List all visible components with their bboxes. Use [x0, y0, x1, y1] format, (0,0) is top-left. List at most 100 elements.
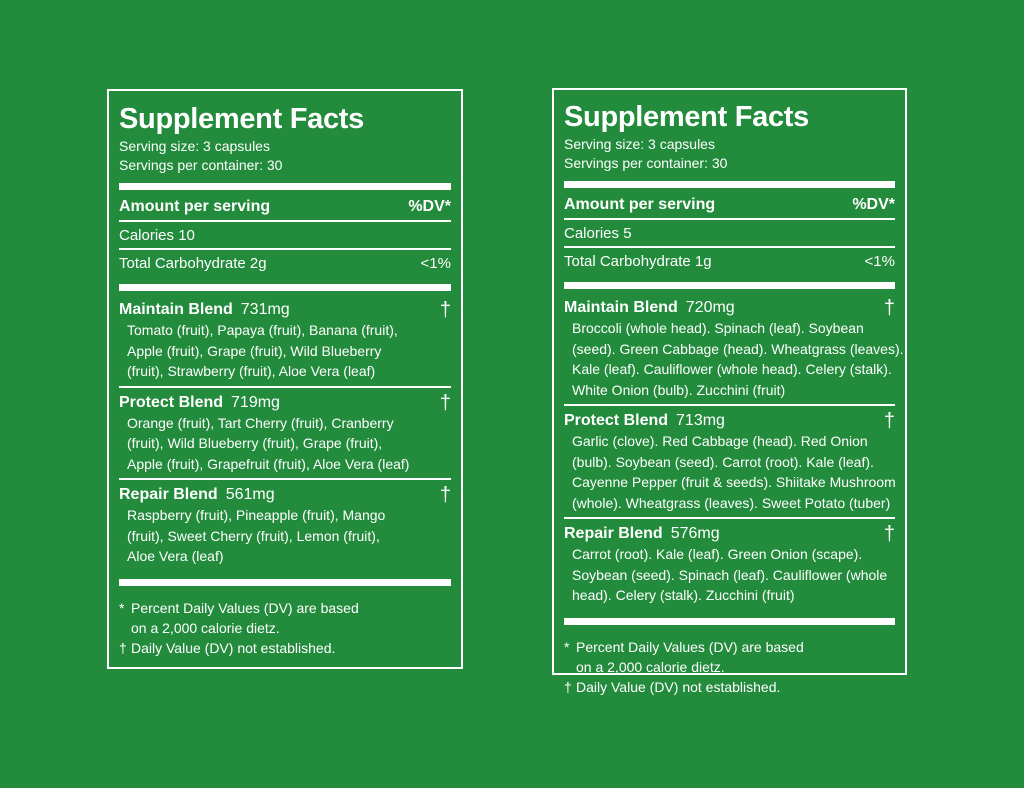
blend-name: Protect Blend	[564, 412, 669, 429]
supplement-facts-panel: Supplement Facts Serving size: 3 capsules…	[107, 89, 463, 669]
ingredients-line: (bulb). Soybean (seed). Carrot (root). K…	[572, 453, 874, 470]
blend-title: Protect Blend 719mg	[119, 393, 280, 413]
dagger: †	[883, 297, 895, 319]
footnote-mark: †	[564, 678, 572, 695]
servings-per-container: Servings per container: 30	[564, 155, 728, 171]
rule	[119, 478, 451, 480]
blend: Repair Blend 576mg † Carrot (root). Kale (l…	[564, 519, 895, 610]
footnote-line: † Daily Value (DV) not established.	[119, 638, 451, 658]
title: Supplement Facts	[119, 103, 364, 135]
ingredients-line: Raspberry (fruit), Pineapple (fruit), Ma…	[127, 507, 386, 523]
amount-row: Amount per serving %DV*	[119, 194, 451, 220]
carbohydrate-label: Total Carbohydrate	[119, 254, 246, 272]
rule	[119, 220, 451, 222]
carbohydrate-value: 1g	[694, 252, 712, 270]
amount-row: Amount per serving %DV*	[564, 192, 895, 218]
blend-header: Protect Blend 713mg †	[564, 411, 895, 431]
footnote-line: * Percent Daily Values (DV) are based	[119, 598, 451, 618]
rule	[564, 218, 895, 220]
footnote-mark: *	[119, 599, 125, 616]
carbohydrate-row: Total Carbohydrate 1g <1%	[564, 248, 895, 274]
carbohydrate-value: 2g	[249, 254, 267, 272]
footnote-text: Percent Daily Values (DV) are based	[576, 638, 804, 655]
calories-row: Calories 10	[119, 222, 451, 248]
ingredients-line: head). Celery (stalk). Zucchini (fruit)	[572, 587, 795, 603]
blend-name: Repair Blend	[564, 525, 663, 542]
rule	[564, 517, 895, 519]
ingredients-line: (fruit), Sweet Cherry (fruit), Lemon (fr…	[127, 527, 380, 544]
footnotes: * Percent Daily Values (DV) are based on a…	[564, 629, 895, 697]
rule	[564, 246, 895, 248]
dagger: †	[883, 410, 895, 432]
thick-rule	[564, 181, 895, 188]
amount-label: Amount per serving	[119, 198, 271, 215]
thick-rule	[564, 282, 895, 289]
serving-size: Serving size: 3 capsules	[564, 136, 715, 152]
carbohydrate-dv: <1%	[864, 252, 895, 270]
ingredients-line: Broccoli (whole head). Spinach (leaf). S…	[572, 320, 864, 336]
footnote-line: † Daily Value (DV) not established.	[564, 677, 895, 697]
dagger: †	[439, 391, 451, 414]
carbohydrate-row: Total Carbohydrate 2g <1%	[119, 250, 451, 276]
blend: Protect Blend 713mg † Garlic (clove). Red C…	[564, 406, 896, 517]
rule	[564, 404, 895, 406]
ingredients-line: (seed). Green Cabbage (head). Wheatgrass…	[572, 340, 904, 357]
blend-name: Maintain Blend	[119, 301, 233, 318]
thick-rule	[564, 617, 895, 625]
ingredients-line: Apple (fruit), Grapefruit (fruit), Aloe …	[127, 455, 410, 472]
calories-value: 10	[178, 226, 195, 244]
footnote-text: Daily Value (DV) not established.	[131, 639, 336, 656]
carbohydrate-dv: <1%	[420, 254, 451, 272]
blend-name: Protect Blend	[119, 393, 224, 411]
footnote-line: on a 2,000 calorie dietz.	[564, 657, 895, 677]
footnote-mark: †	[119, 639, 127, 656]
dv-label: %DV*	[852, 196, 895, 213]
calories: Calories 10	[119, 227, 195, 244]
footnote-text: on a 2,000 calorie dietz.	[576, 658, 725, 675]
footnote-line: * Percent Daily Values (DV) are based	[564, 637, 895, 657]
blend-header: Maintain Blend 731mg †	[119, 300, 451, 320]
rule	[119, 248, 451, 250]
dagger: †	[439, 484, 451, 506]
blend-name: Repair Blend	[119, 486, 218, 503]
blend-amount: 719mg	[231, 393, 280, 411]
ingredients-line: (fruit), Wild Blueberry (fruit), Grape (…	[127, 435, 383, 451]
rule	[119, 385, 451, 388]
blend-amount: 561mg	[225, 486, 275, 503]
ingredients-line: Tomato (fruit), Papaya (fruit), Banana (…	[127, 322, 398, 338]
carbohydrate: Total Carbohydrate 2g	[119, 255, 267, 272]
calories-row: Calories 5	[564, 220, 895, 246]
ingredients-line: Apple (fruit), Grape (fruit), Wild Blueb…	[127, 342, 382, 359]
thick-rule	[119, 578, 451, 586]
blend: Repair Blend 561mg † Raspberry (fruit), Pin…	[119, 480, 451, 571]
ingredients-line: Garlic (clove). Red Cabbage (head). Red …	[572, 433, 868, 449]
footnote-mark: *	[564, 638, 570, 655]
ingredients-line: (whole). Wheatgrass (leaves). Sweet Pota…	[572, 494, 891, 511]
blend-header: Repair Blend 576mg †	[564, 524, 895, 544]
dv-label: %DV*	[408, 198, 451, 215]
blend: Maintain Blend 720mg † Broccoli (whole head…	[564, 293, 904, 404]
calories-label: Calories	[564, 224, 620, 242]
footnotes: * Percent Daily Values (DV) are based on a…	[119, 590, 451, 658]
blend-title: Maintain Blend 720mg	[564, 298, 735, 318]
blend: Protect Blend 719mg † Orange (fruit), Tart …	[119, 388, 451, 479]
carbohydrate: Total Carbohydrate 1g	[564, 253, 712, 270]
servings-per-container: Servings per container: 30	[119, 157, 283, 173]
blend-title: Maintain Blend 731mg	[119, 300, 290, 320]
title: Supplement Facts	[564, 101, 809, 133]
ingredients-line: Orange (fruit), Tart Cherry (fruit), Cra…	[127, 414, 394, 431]
blend-header: Maintain Blend 720mg †	[564, 298, 895, 318]
ingredients-line: Cayenne Pepper (fruit & seeds). Shiitake…	[572, 474, 896, 490]
amount-label: Amount per serving	[564, 196, 716, 213]
footnote-text: on a 2,000 calorie dietz.	[131, 619, 280, 636]
calories-label: Calories	[119, 226, 175, 244]
ingredients-line: Aloe Vera (leaf)	[127, 548, 224, 564]
thick-rule	[119, 183, 451, 190]
blend-header: Repair Blend 561mg †	[119, 485, 451, 505]
footnote-text: Daily Value (DV) not established.	[576, 678, 781, 695]
ingredients-line: Carrot (root). Kale (leaf). Green Onion …	[572, 546, 863, 562]
footnote-line: on a 2,000 calorie dietz.	[119, 618, 451, 638]
dagger: †	[883, 523, 895, 545]
ingredients-line: (fruit), Strawberry (fruit), Aloe Vera (…	[127, 363, 376, 379]
